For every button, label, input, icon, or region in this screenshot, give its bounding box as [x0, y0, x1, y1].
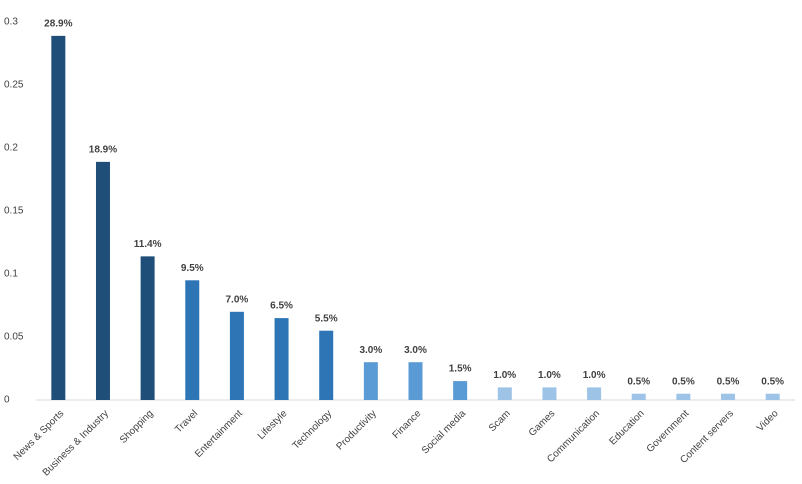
- bar: [185, 280, 200, 400]
- x-tick-label: Finance: [391, 408, 424, 441]
- x-tick-label: Lifestyle: [256, 408, 290, 442]
- x-tick-label: Government: [645, 408, 692, 455]
- value-label: 1.5%: [449, 364, 472, 375]
- value-label: 6.5%: [270, 301, 293, 312]
- value-label: 1.0%: [493, 370, 516, 381]
- value-label: 3.0%: [359, 345, 382, 356]
- value-label: 0.5%: [672, 376, 695, 387]
- value-label: 28.9%: [44, 19, 72, 30]
- bar: [140, 256, 155, 400]
- y-tick-label: 0.2: [4, 143, 18, 154]
- x-tick-label: Video: [755, 408, 781, 434]
- value-label: 1.0%: [583, 370, 606, 381]
- value-label: 3.0%: [404, 345, 427, 356]
- x-tick-label: Social media: [420, 408, 469, 457]
- x-tick-label: Travel: [173, 408, 200, 435]
- x-tick-label: Shopping: [118, 408, 156, 446]
- y-tick-label: 0: [4, 395, 10, 406]
- value-label: 0.5%: [627, 376, 650, 387]
- x-tick-label: Productivity: [335, 408, 379, 452]
- bar: [453, 381, 468, 400]
- bar: [721, 393, 736, 400]
- bar: [95, 161, 110, 400]
- value-label: 7.0%: [226, 294, 249, 305]
- value-label: 5.5%: [315, 313, 338, 324]
- value-label: 0.5%: [761, 376, 784, 387]
- y-tick-label: 0.25: [4, 80, 24, 91]
- bar: [497, 387, 512, 400]
- bar: [587, 387, 602, 400]
- bar: [408, 362, 423, 400]
- value-label: 1.0%: [538, 370, 561, 381]
- y-tick-label: 0.1: [4, 269, 18, 280]
- bar: [51, 35, 66, 401]
- value-label: 18.9%: [89, 145, 117, 156]
- y-tick-label: 0.15: [4, 206, 24, 217]
- bar: [363, 362, 378, 400]
- bar: [631, 393, 646, 400]
- value-label: 9.5%: [181, 263, 204, 274]
- y-tick-label: 0.05: [4, 332, 24, 343]
- bar: [274, 318, 289, 400]
- bar: [319, 330, 334, 400]
- x-tick-label: Entertainment: [193, 408, 245, 460]
- x-tick-label: Games: [527, 408, 558, 439]
- bar: [542, 387, 557, 400]
- y-tick-label: 0.3: [4, 17, 18, 28]
- bar: [229, 311, 244, 400]
- x-tick-label: Scam: [487, 408, 513, 434]
- bar: [765, 393, 780, 400]
- x-tick-label: Technology: [291, 408, 335, 452]
- value-label: 0.5%: [717, 376, 740, 387]
- value-label: 11.4%: [134, 239, 162, 250]
- bar: [676, 393, 691, 400]
- x-tick-label: Education: [607, 408, 646, 447]
